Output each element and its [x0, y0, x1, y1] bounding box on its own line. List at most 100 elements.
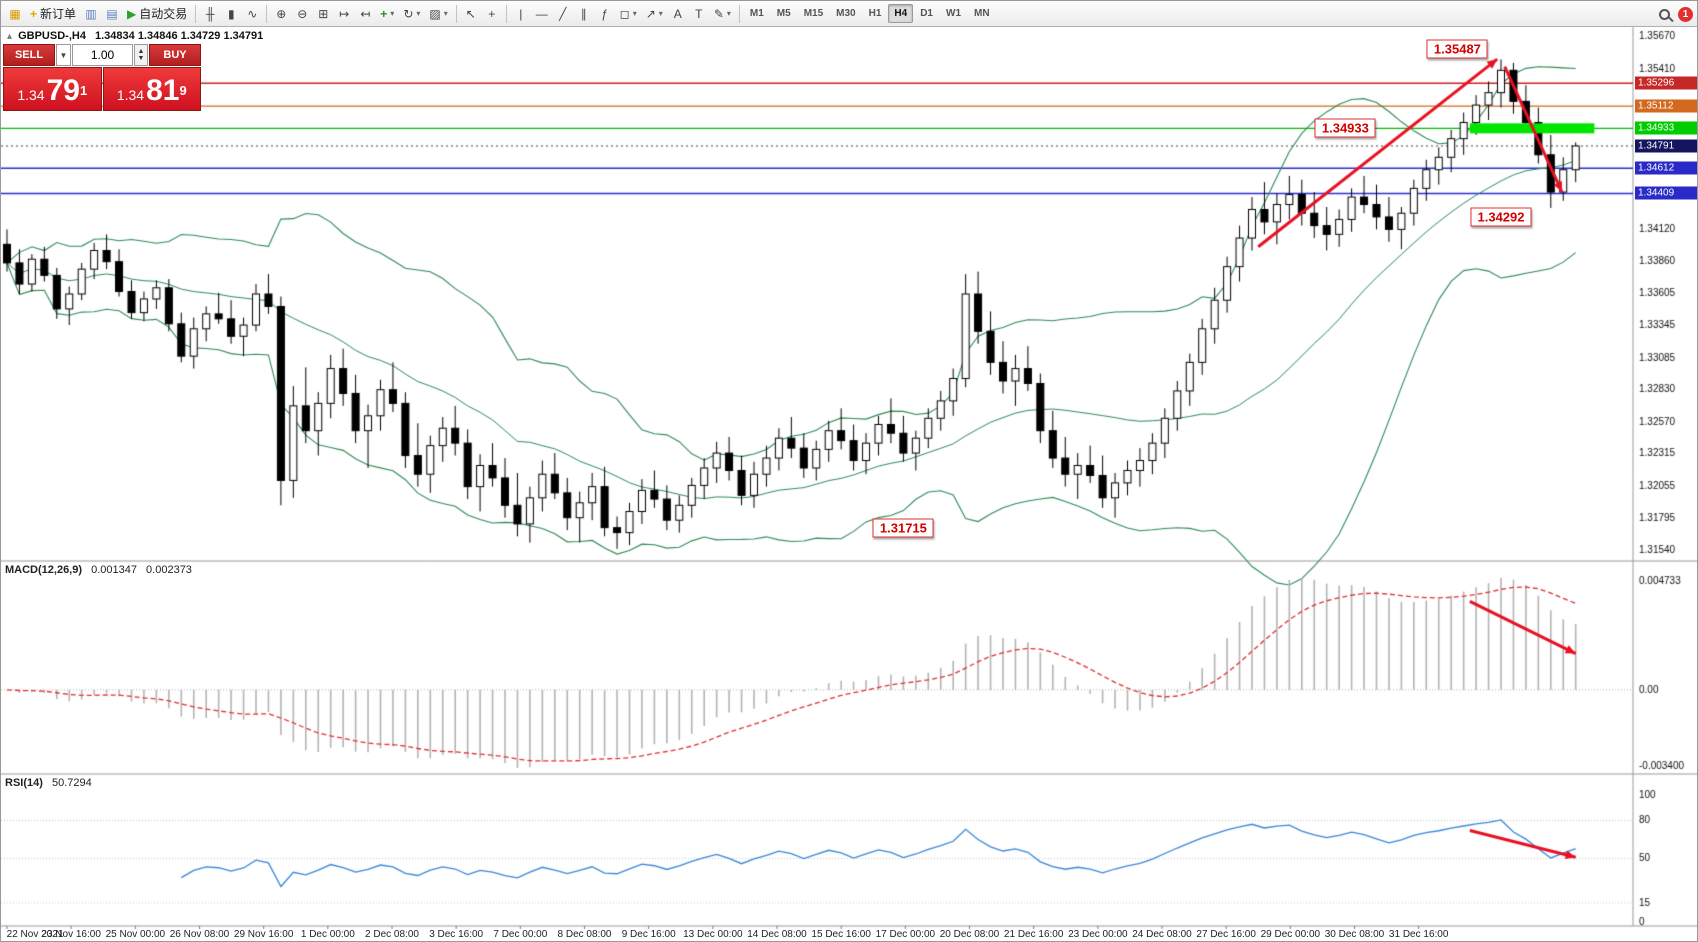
crosshair-button[interactable]: + — [482, 4, 502, 24]
autotrading-button-label: 自动交易 — [139, 7, 188, 21]
chevron-down-icon: ▼ — [59, 50, 68, 60]
vertical-line-icon: | — [519, 6, 523, 21]
chart-canvas[interactable] — [1, 27, 1697, 941]
horizontal-line-icon: — — [535, 6, 548, 21]
timeframe-m5-button[interactable]: M5 — [776, 8, 791, 19]
trendline-button[interactable]: ╱ — [553, 4, 573, 24]
symbol-period-label: GBPUSD-,H4 — [18, 30, 86, 42]
horizontal-line-button[interactable]: — — [532, 4, 552, 24]
chevron-down-icon: ▾ — [416, 9, 421, 18]
volume-input[interactable] — [72, 44, 133, 66]
ohlc-values: 1.34834 1.34846 1.34729 1.34791 — [95, 30, 264, 42]
terminal-icon[interactable]: ▦ — [5, 4, 25, 24]
stepper-down-icon: ▼ — [137, 55, 145, 62]
chart-shift-icon: ↤ — [360, 6, 371, 21]
ask-price[interactable]: 1.34 81 9 — [102, 67, 201, 111]
chart-shift-button[interactable]: ↤ — [355, 4, 375, 24]
chart-area: ▴ GBPUSD-,H4 1.34834 1.34846 1.34729 1.3… — [1, 27, 1697, 941]
macd-indicator-label: MACD(12,26,9) 0.001347 0.002373 — [5, 564, 192, 576]
cursor-icon: ↖ — [465, 6, 476, 21]
shapes-button[interactable]: ◻ ▾ — [616, 4, 641, 24]
timeframe-m1-button[interactable]: M1 — [749, 8, 764, 19]
channel-button[interactable]: ∥ — [574, 4, 594, 24]
timeframe-h1-button[interactable]: H1 — [868, 8, 882, 19]
candlestick-chart-button[interactable]: ▮ — [221, 4, 241, 24]
chevron-down-icon: ▾ — [658, 9, 663, 18]
tile-windows-button[interactable]: ⊞ — [313, 4, 333, 24]
rsi-name: RSI(14) — [5, 777, 43, 789]
stepper-up-icon: ▲ — [137, 48, 145, 55]
new-order-icon: + — [30, 6, 38, 21]
buy-button[interactable]: BUY — [149, 44, 201, 66]
macd-main-value: 0.001347 — [91, 564, 137, 576]
bid-pips: 79 — [46, 74, 80, 107]
zoom-out-icon: ⊖ — [297, 6, 308, 21]
toolbar-separator — [738, 4, 740, 23]
tile-windows-icon: ⊞ — [318, 6, 329, 21]
zoom-in-icon: ⊕ — [276, 6, 287, 21]
auto-scroll-icon: ↦ — [339, 6, 350, 21]
chart-quote-header: ▴ GBPUSD-,H4 1.34834 1.34846 1.34729 1.3… — [7, 30, 263, 42]
timeframe-m15-button[interactable]: M15 — [803, 8, 824, 19]
zoom-in-button[interactable]: ⊕ — [271, 4, 291, 24]
bid-point: 1 — [79, 83, 88, 99]
toolbar-right: 1 — [1659, 4, 1693, 24]
terminal-icon-icon: ▦ — [9, 6, 21, 21]
one-click-trading-panel: SELL ▼ ▲ ▼ BUY 1.34 79 1 1.34 — [3, 44, 201, 111]
zoom-out-button[interactable]: ⊖ — [292, 4, 312, 24]
draw-objects-button[interactable]: ✎ ▾ — [710, 4, 735, 24]
line-chart-button[interactable]: ∿ — [242, 4, 262, 24]
toolbar-separator — [505, 4, 507, 23]
crosshair-icon: + — [488, 6, 496, 21]
timeframe-mn-button[interactable]: MN — [974, 8, 990, 19]
toolbar-separator — [266, 4, 268, 23]
text-label-icon: T — [695, 6, 703, 21]
cursor-button[interactable]: ↖ — [461, 4, 481, 24]
indicators-button[interactable]: + ▾ — [376, 4, 398, 24]
market-watch-icon: ▤ — [106, 6, 118, 21]
trendline-icon: ╱ — [559, 6, 567, 21]
fibonacci-button[interactable]: ƒ — [595, 4, 615, 24]
bar-chart-button[interactable]: ╫ — [200, 4, 220, 24]
volume-dropdown[interactable]: ▼ — [56, 44, 71, 66]
macd-signal-value: 0.002373 — [146, 564, 192, 576]
ask-pips: 81 — [146, 74, 180, 107]
shapes-icon: ◻ — [619, 6, 630, 21]
chevron-down-icon: ▾ — [726, 9, 731, 18]
templates-icon: ▨ — [429, 6, 441, 21]
sell-button[interactable]: SELL — [3, 44, 55, 66]
timeframe-h4-button[interactable]: H4 — [888, 4, 914, 23]
rsi-current-value: 50.7294 — [51, 777, 92, 789]
volume-stepper[interactable]: ▲ ▼ — [134, 44, 148, 66]
text-button[interactable]: A — [668, 4, 688, 24]
notification-badge[interactable]: 1 — [1678, 6, 1693, 22]
periods-icon: ↻ — [403, 6, 414, 21]
chevron-down-icon: ▾ — [443, 9, 448, 18]
ask-point: 9 — [179, 83, 187, 99]
channel-icon: ∥ — [580, 6, 587, 21]
arrows-button[interactable]: ↗ ▾ — [642, 4, 667, 24]
templates-button[interactable]: ▨ ▾ — [425, 4, 451, 24]
chart-profiles-button[interactable]: ▥ — [81, 4, 101, 24]
auto-scroll-button[interactable]: ↦ — [334, 4, 354, 24]
autotrading-icon: ▶ — [127, 6, 137, 21]
timeframe-m30-button[interactable]: M30 — [836, 8, 856, 19]
chart-symbol-icon: ▴ — [7, 31, 13, 42]
arrows-icon: ↗ — [645, 6, 656, 21]
timeframe-d1-button[interactable]: D1 — [920, 8, 933, 19]
toolbar-separator — [455, 4, 457, 23]
autotrading-button[interactable]: ▶ 自动交易 — [123, 4, 191, 24]
chart-profiles-icon: ▥ — [85, 6, 97, 21]
market-watch-button[interactable]: ▤ — [102, 4, 122, 24]
new-order-button[interactable]: + 新订单 — [26, 4, 80, 24]
ask-integer: 1.34 — [116, 87, 145, 103]
draw-objects-icon: ✎ — [713, 6, 724, 21]
search-icon[interactable] — [1659, 8, 1670, 20]
timeframe-w1-button[interactable]: W1 — [946, 8, 961, 19]
bid-price[interactable]: 1.34 79 1 — [3, 67, 102, 111]
toolbar-separator — [195, 4, 197, 23]
text-label-button[interactable]: T — [689, 4, 709, 24]
periods-button[interactable]: ↻ ▾ — [399, 4, 424, 24]
vertical-line-button[interactable]: | — [511, 4, 531, 24]
chevron-down-icon: ▾ — [390, 9, 395, 18]
